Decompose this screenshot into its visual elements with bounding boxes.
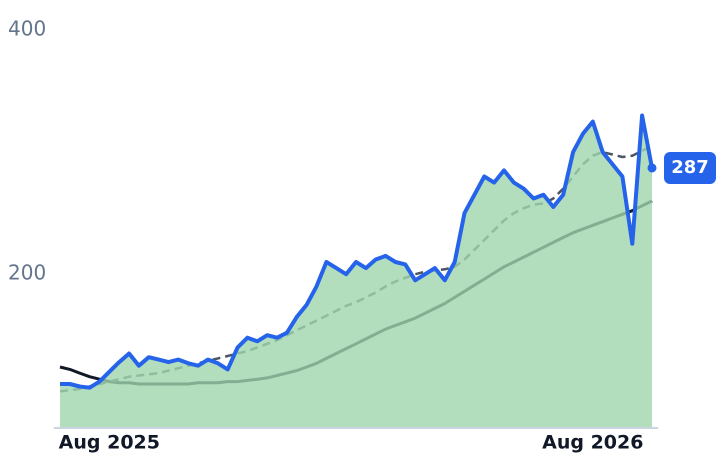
x-tick-label: Aug 2025 xyxy=(59,432,160,454)
series-line xyxy=(60,113,654,390)
price-area xyxy=(60,115,652,428)
last-value-label: 287 xyxy=(671,157,709,178)
x-tick-label: Aug 2026 xyxy=(542,432,643,454)
y-tick-label: 200 xyxy=(8,261,46,285)
last-point xyxy=(647,163,657,173)
series-line xyxy=(59,144,653,393)
y-tick-label: 400 xyxy=(8,17,46,41)
last-value-box xyxy=(664,151,716,184)
